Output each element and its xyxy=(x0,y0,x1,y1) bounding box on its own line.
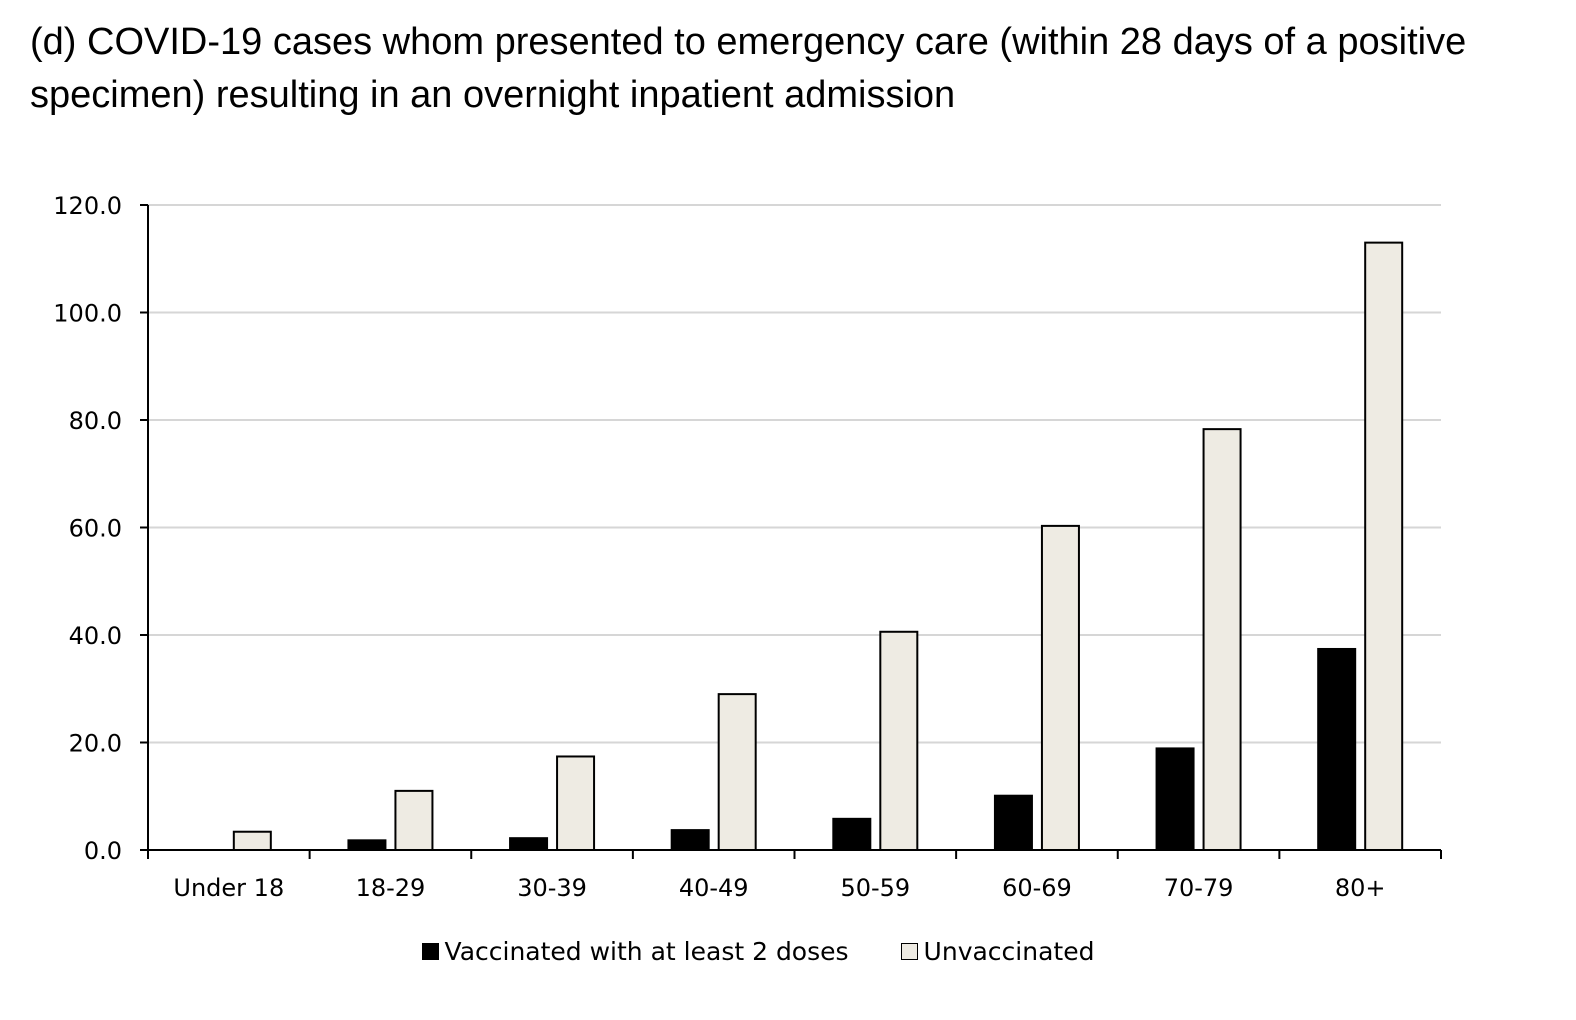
y-tick-label: 0.0 xyxy=(84,837,122,865)
chart-title: (d) COVID-19 cases whom presented to eme… xyxy=(30,21,1467,116)
axes xyxy=(140,204,1442,859)
bar-vaccinated xyxy=(832,817,872,852)
bar-unvaccinated xyxy=(394,789,434,851)
legend: Vaccinated with at least 2 doses Unvacci… xyxy=(0,937,1516,966)
bar-vaccinated xyxy=(347,839,387,852)
y-tick-label: 40.0 xyxy=(69,622,122,650)
x-tick-label: Under 18 xyxy=(173,874,284,902)
legend-swatch-unvaccinated xyxy=(900,943,918,960)
bar-vaccinated xyxy=(670,829,710,851)
y-tick-label: 100.0 xyxy=(53,300,122,328)
legend-item-unvaccinated: Unvaccinated xyxy=(900,937,1095,966)
y-tick-label: 20.0 xyxy=(69,730,122,758)
bars xyxy=(232,241,1404,852)
y-tick-label: 60.0 xyxy=(69,515,122,543)
bar-unvaccinated xyxy=(1202,428,1242,851)
gridlines xyxy=(148,204,1441,744)
legend-label-vaccinated: Vaccinated with at least 2 doses xyxy=(444,937,849,966)
legend-item-vaccinated: Vaccinated with at least 2 doses xyxy=(421,937,849,966)
y-tick-label: 120.0 xyxy=(53,192,122,220)
x-tick-label: 80+ xyxy=(1335,874,1386,902)
bar-vaccinated xyxy=(1155,747,1195,851)
bar-unvaccinated xyxy=(879,630,919,852)
bar-vaccinated xyxy=(993,794,1033,852)
legend-label-unvaccinated: Unvaccinated xyxy=(923,937,1095,966)
bar-unvaccinated xyxy=(556,755,596,851)
bar-vaccinated xyxy=(1317,647,1357,851)
x-tick-label: 50-59 xyxy=(840,874,910,902)
bar-unvaccinated xyxy=(1364,241,1404,851)
x-tick-label: 30-39 xyxy=(517,874,587,902)
bar-unvaccinated xyxy=(717,693,757,851)
bar-unvaccinated xyxy=(1040,524,1080,851)
bar-unvaccinated xyxy=(232,830,272,851)
tick-labels: 0.0 20.0 40.0 60.0 80.0 100.0 120.0 Under 18 18-… xyxy=(53,192,1385,902)
y-tick-label: 80.0 xyxy=(69,407,122,435)
legend-swatch-vaccinated xyxy=(421,943,439,960)
x-tick-label: 60-69 xyxy=(1002,874,1072,902)
x-tick-label: 18-29 xyxy=(356,874,426,902)
bar-vaccinated xyxy=(509,837,549,851)
x-tick-label: 40-49 xyxy=(679,874,749,902)
x-tick-label: 70-79 xyxy=(1164,874,1234,902)
